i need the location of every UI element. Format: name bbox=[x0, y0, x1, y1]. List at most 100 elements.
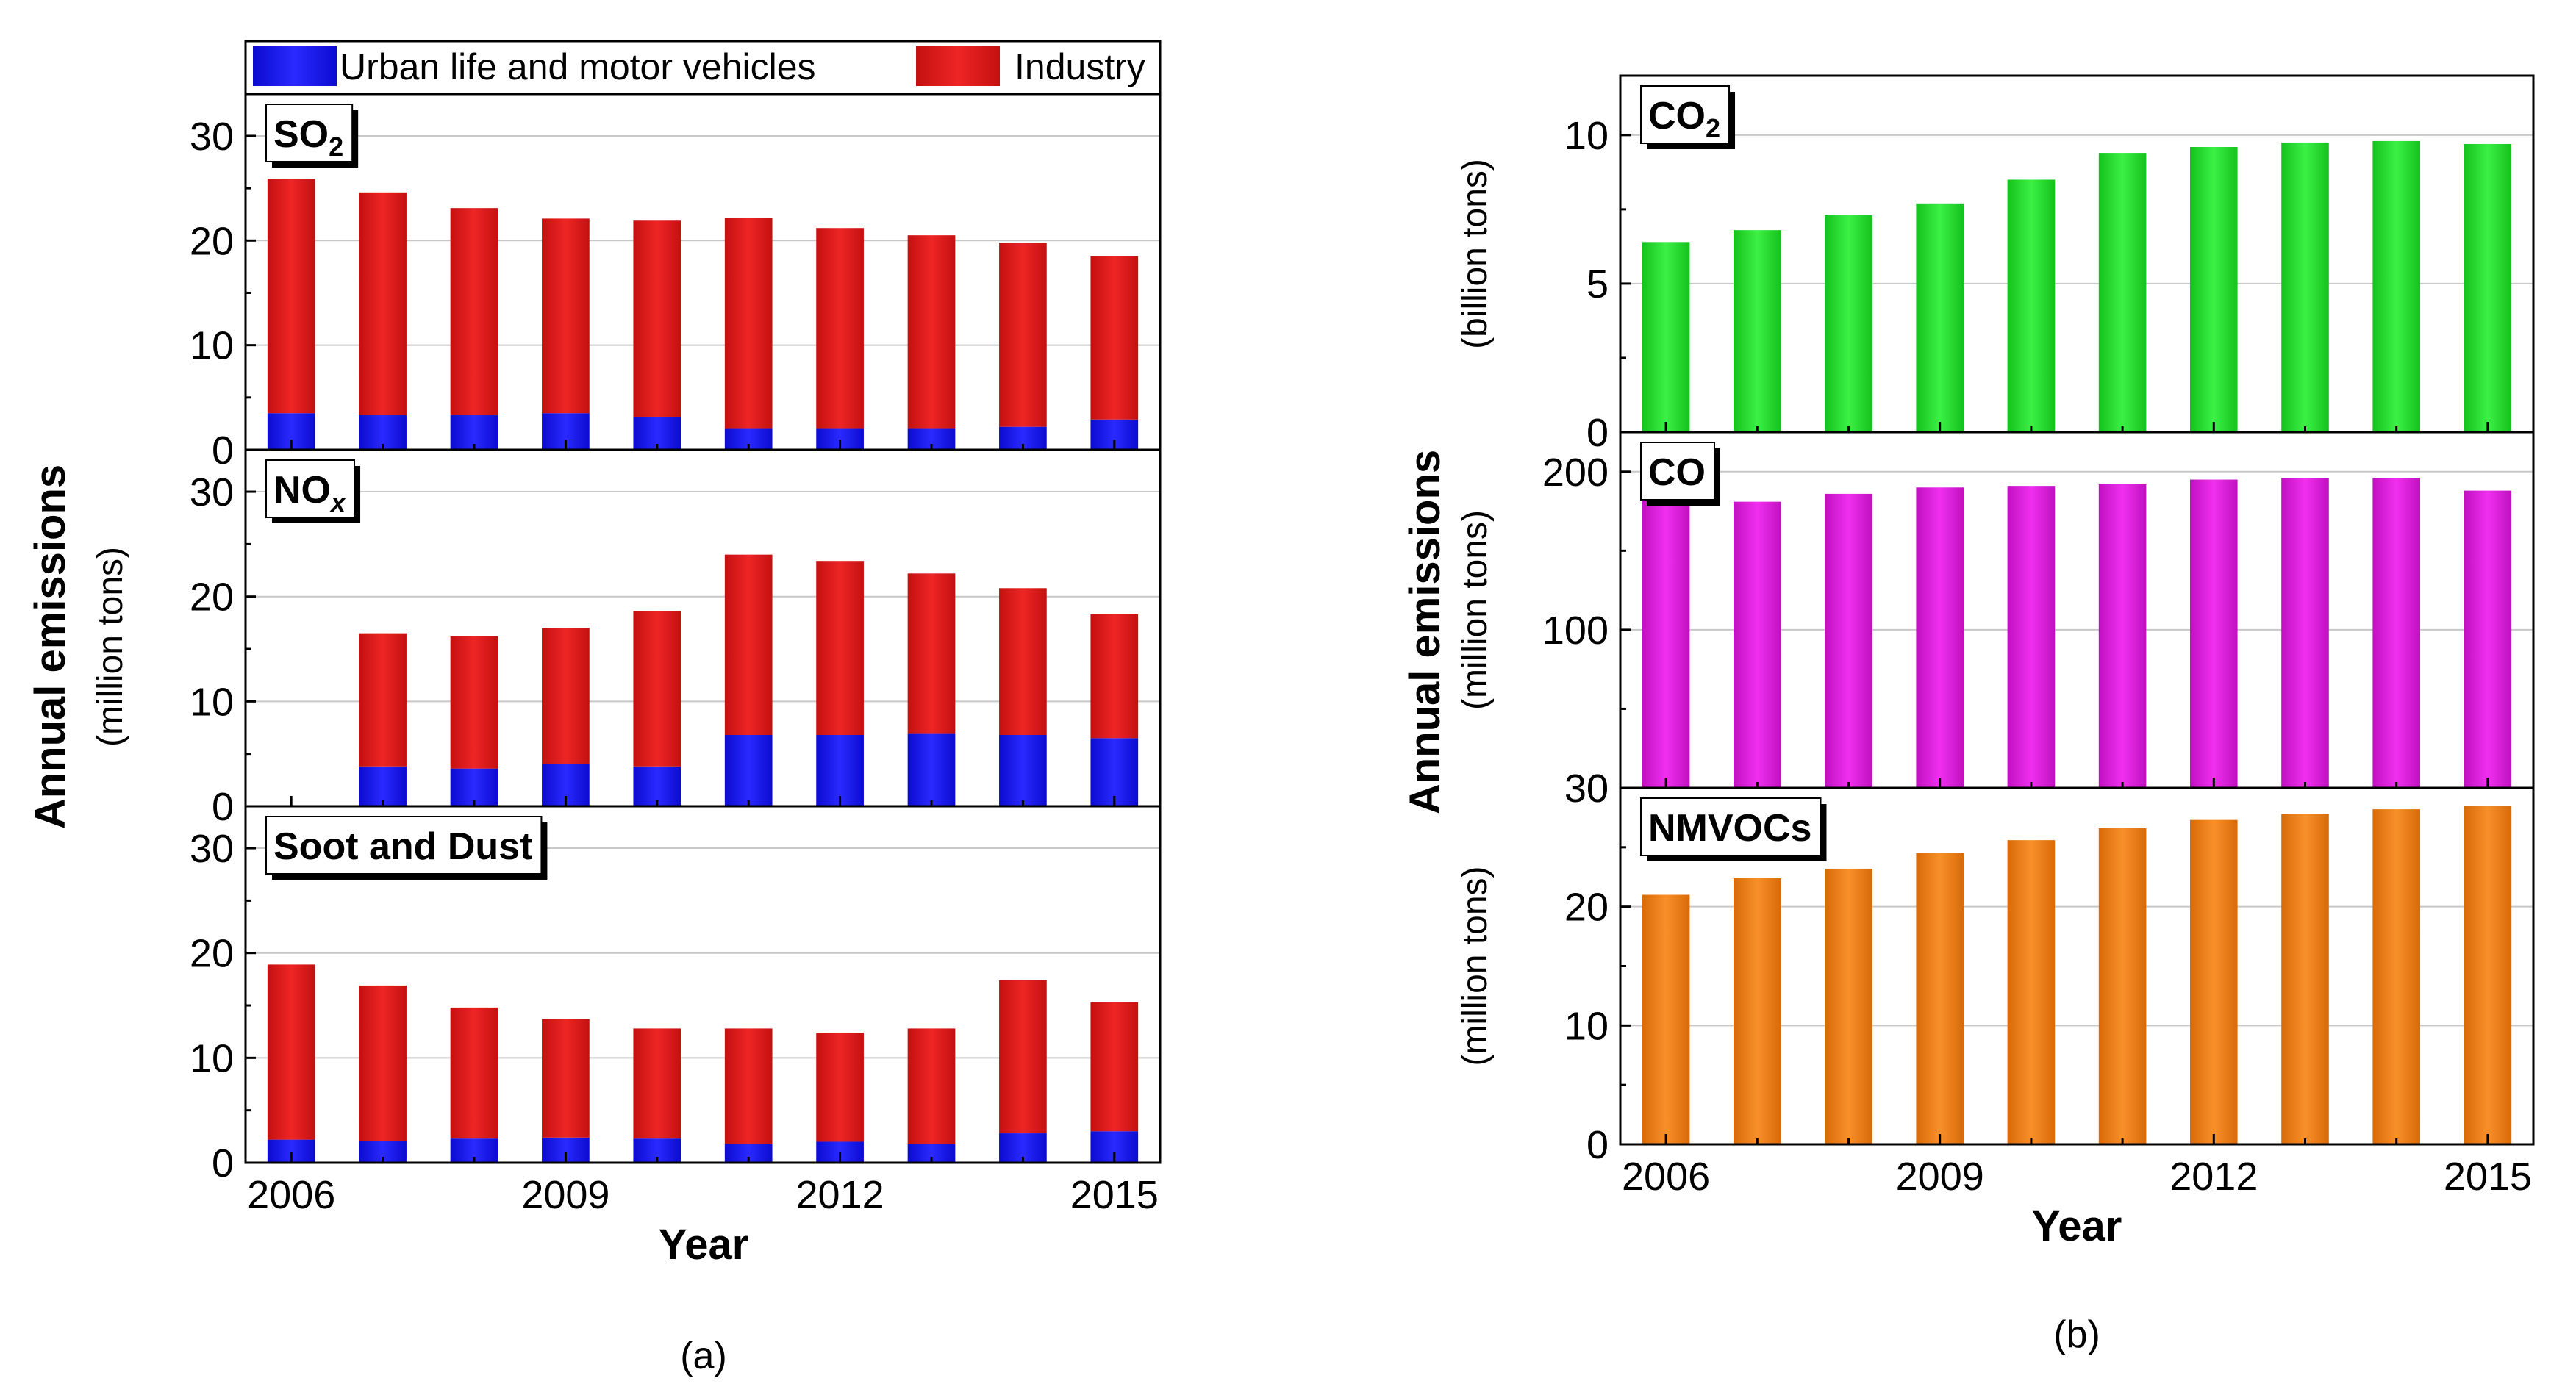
subplot-a-2-tag: NOx bbox=[265, 459, 361, 523]
bar-co2-2014 bbox=[2372, 140, 2420, 432]
subplot-a-3-tag-box bbox=[265, 816, 543, 875]
bar-co-2008 bbox=[1825, 493, 1872, 788]
bar-industry-2011 bbox=[724, 554, 773, 735]
y-tick-label: 30 bbox=[1564, 767, 1609, 811]
bar-urban-2013 bbox=[907, 733, 956, 806]
bar-industry-2006 bbox=[267, 179, 315, 414]
bar-nmvocs-2008 bbox=[1825, 868, 1872, 1144]
subplot-b-2: 0 100 200 CO (million tons) bbox=[1456, 431, 2535, 811]
y-tick-label: 0 bbox=[1586, 1123, 1609, 1167]
subplot-b-1-tag-box bbox=[1640, 85, 1731, 144]
y-tick-label: 10 bbox=[1564, 1004, 1609, 1048]
bar-industry-2012 bbox=[816, 228, 864, 429]
bar-co-2009 bbox=[1916, 487, 1964, 788]
y-unit-group: (million tons) bbox=[1456, 866, 1495, 1066]
panel-b-ylabel: Annual emissions bbox=[1401, 450, 1449, 814]
bar-co2-2013 bbox=[2281, 142, 2329, 432]
x-tick-label: 2012 bbox=[2169, 1155, 2258, 1199]
y-tick-label: 5 bbox=[1586, 262, 1609, 306]
subplot-b-1-tag: CO2 bbox=[1640, 85, 1736, 149]
y-tick-label: 20 bbox=[1564, 886, 1609, 930]
bar-urban-2012 bbox=[816, 735, 864, 806]
panel-a-caption: (a) bbox=[680, 1335, 727, 1377]
panel-a-ylabel: Annual emissions bbox=[26, 464, 74, 829]
legend-swatch-industry bbox=[916, 46, 1000, 86]
bar-industry-2006 bbox=[267, 964, 315, 1140]
x-tick-label: 2012 bbox=[796, 1173, 884, 1217]
x-tick-label: 2006 bbox=[1622, 1155, 1710, 1199]
y-tick-label: 0 bbox=[1586, 767, 1609, 811]
bar-industry-2015 bbox=[1090, 614, 1139, 739]
panel-b-xlabel: Year bbox=[2032, 1202, 2122, 1250]
plot-frame bbox=[244, 805, 1162, 1164]
subplot-a-3: 0 10 20 30 2006 2009 2012 2015 Soot and Dust bbox=[190, 805, 1162, 1217]
y-tick-label: 0 bbox=[1586, 411, 1609, 455]
x-tick-label: 2009 bbox=[1896, 1155, 1984, 1199]
panel-a-yunit: (million tons) bbox=[91, 547, 130, 747]
subplot-b-3-tag: NMVOCs bbox=[1640, 797, 1827, 861]
bar-industry-2009 bbox=[542, 218, 590, 414]
y-unit-group: (million tons) bbox=[1456, 510, 1495, 710]
y-tick-label: 0 bbox=[212, 785, 234, 829]
y-tick-label: 0 bbox=[212, 1141, 234, 1185]
bar-industry-2010 bbox=[633, 220, 681, 417]
subplot-b-2-tag: CO bbox=[1640, 442, 1720, 506]
y-tick-label: 10 bbox=[190, 1036, 234, 1080]
bar-industry-2013 bbox=[907, 1028, 956, 1144]
subplot-b-3: 0 10 20 30 2006 2009 2012 2015 NMVOCs (million to… bbox=[1456, 767, 2535, 1199]
bar-nmvocs-2010 bbox=[2007, 840, 2056, 1144]
legend: Urban life and motor vehicles Industry bbox=[244, 40, 1162, 96]
bar-industry-2012 bbox=[816, 1033, 864, 1142]
bar-nmvocs-2013 bbox=[2281, 814, 2329, 1144]
bar-industry-2014 bbox=[999, 243, 1047, 427]
subplot-a-3-tag: Soot and Dust bbox=[265, 816, 548, 880]
y-tick-label: 20 bbox=[190, 219, 234, 263]
bar-urban-2008 bbox=[450, 768, 498, 806]
y-tick-label: 200 bbox=[1542, 451, 1609, 495]
subplot-b-1: 0 5 10 CO2 (billion tons) bbox=[1456, 74, 2535, 455]
bar-industry-2007 bbox=[359, 192, 407, 416]
y-unit-group: (billion tons) bbox=[1456, 159, 1495, 349]
panel-b-caption: (b) bbox=[2053, 1313, 2100, 1356]
subplot-a-3-tag-text: Soot and Dust bbox=[273, 825, 532, 868]
x-tick-label: 2006 bbox=[247, 1173, 335, 1217]
bar-industry-2013 bbox=[907, 573, 956, 734]
bar-industry-2015 bbox=[1090, 256, 1139, 420]
x-tick-label: 2009 bbox=[521, 1173, 609, 1217]
bar-co-2011 bbox=[2098, 484, 2147, 788]
bar-co2-2011 bbox=[2098, 153, 2147, 433]
bar-nmvocs-2006 bbox=[1642, 894, 1690, 1144]
bar-co-2007 bbox=[1734, 501, 1781, 788]
bar-industry-2009 bbox=[542, 1019, 590, 1138]
bar-industry-2010 bbox=[633, 611, 681, 767]
bar-industry-2013 bbox=[907, 235, 956, 429]
bar-industry-2009 bbox=[542, 628, 590, 764]
bar-nmvocs-2015 bbox=[2464, 806, 2512, 1144]
subplot-a-1-tag-subscript: 2 bbox=[329, 132, 343, 162]
bar-industry-2008 bbox=[450, 1007, 498, 1139]
subplot-b-2-tag-box bbox=[1640, 442, 1715, 501]
subplot-b-1-tag-subscript: 2 bbox=[1706, 113, 1720, 143]
bar-co-2013 bbox=[2281, 478, 2329, 788]
bar-nmvocs-2011 bbox=[2098, 828, 2147, 1144]
subplot-a-1-tag: SO2 bbox=[265, 104, 359, 168]
bar-industry-2007 bbox=[359, 633, 407, 767]
x-tick-label: 2015 bbox=[2444, 1155, 2532, 1199]
bar-industry-2015 bbox=[1090, 1002, 1139, 1132]
subplot-a-2: 0 10 20 30 NOx bbox=[190, 448, 1162, 829]
y-tick-label: 30 bbox=[190, 470, 234, 514]
y-tick-label: 10 bbox=[190, 324, 234, 368]
bar-industry-2008 bbox=[450, 208, 498, 416]
y-unit-label: (million tons) bbox=[1456, 866, 1495, 1066]
x-tick-label: 2015 bbox=[1070, 1173, 1159, 1217]
bar-nmvocs-2009 bbox=[1916, 853, 1964, 1144]
bar-co-2012 bbox=[2190, 479, 2238, 788]
bar-industry-2007 bbox=[359, 985, 407, 1141]
bar-urban-2015 bbox=[1090, 738, 1139, 806]
panel-a-xlabel: Year bbox=[659, 1221, 749, 1269]
y-unit-label: (billion tons) bbox=[1456, 159, 1495, 349]
bar-co-2006 bbox=[1642, 495, 1690, 788]
panel-a-plots: 0 10 20 30 SO2 0 10 20 30 NOx 0 10 20 30 2006 2009 2012 2… bbox=[190, 93, 1162, 1217]
